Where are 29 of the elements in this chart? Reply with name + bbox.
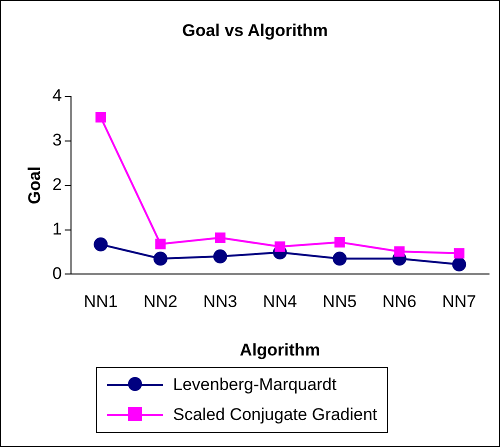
point bbox=[155, 238, 166, 250]
y-tick-label: 1 bbox=[52, 219, 62, 238]
y-axis-title: Goal bbox=[24, 166, 44, 204]
point bbox=[213, 249, 228, 264]
legend-label: Scaled Conjugate Gradient bbox=[173, 405, 378, 425]
point bbox=[95, 112, 106, 123]
y-tick-label: 3 bbox=[52, 130, 62, 150]
point bbox=[214, 232, 226, 243]
point bbox=[454, 248, 464, 259]
y-tick-label: 2 bbox=[52, 174, 62, 194]
point bbox=[153, 252, 168, 266]
point bbox=[274, 241, 286, 252]
y-tick-label: 0 bbox=[52, 264, 62, 283]
x-tick-label: NN2 bbox=[143, 292, 178, 312]
point bbox=[334, 236, 345, 248]
legend-label: Levenberg-Marquardt bbox=[173, 375, 336, 395]
x-tick-label: NN3 bbox=[203, 292, 238, 312]
point bbox=[94, 237, 108, 252]
point bbox=[452, 257, 466, 272]
x-tick-label: NN4 bbox=[262, 292, 297, 312]
point bbox=[394, 246, 405, 257]
point bbox=[332, 252, 347, 266]
x-tick-label: NN5 bbox=[322, 292, 357, 312]
x-tick-label: NN6 bbox=[382, 292, 416, 312]
x-axis-title: Algorithm bbox=[240, 340, 320, 360]
y-tick-label: 4 bbox=[52, 86, 62, 106]
x-tick-label: NN7 bbox=[442, 292, 476, 312]
x-tick-label: NN1 bbox=[84, 292, 118, 312]
chart-title: Goal vs Algorithm bbox=[182, 20, 328, 40]
